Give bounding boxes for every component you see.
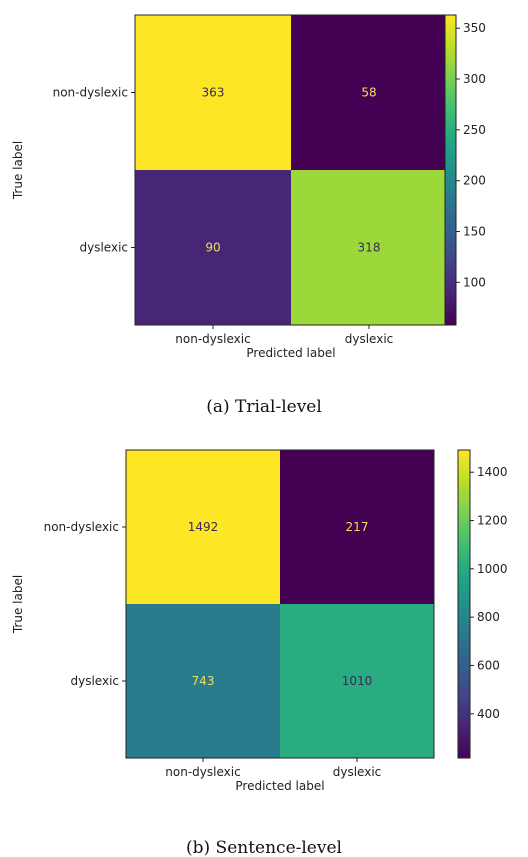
colorbar — [457, 449, 471, 759]
x-tick-label: non-dyslexic — [165, 765, 240, 779]
y-axis-label: True label — [11, 141, 25, 200]
figure-caption: (b) Sentence-level — [186, 838, 342, 857]
x-tick-label: dyslexic — [333, 765, 382, 779]
cell-value-0-1: 217 — [346, 520, 369, 534]
cell-value-1-0: 743 — [192, 674, 215, 688]
cell-1-0 — [135, 170, 291, 325]
y-tick-label: non-dyslexic — [44, 520, 119, 534]
cell-0-1 — [280, 450, 434, 604]
colorbar-tick-label: 150 — [463, 224, 486, 238]
cell-value-1-1: 318 — [358, 241, 381, 255]
cell-value-1-1: 1010 — [342, 674, 373, 688]
cell-1-1 — [280, 604, 434, 758]
colorbar-tick-label: 300 — [463, 72, 486, 86]
plot-frame — [125, 449, 435, 759]
x-axis-label: Predicted label — [235, 779, 324, 793]
colorbar — [444, 14, 457, 326]
x-tick-label: dyslexic — [345, 332, 394, 346]
colorbar-tick-label: 600 — [477, 658, 500, 672]
y-tick-label: non-dyslexic — [53, 86, 128, 100]
cell-0-0 — [126, 450, 280, 604]
cell-0-1 — [291, 15, 447, 170]
colorbar-tick-label: 800 — [477, 610, 500, 624]
colorbar-tick-label: 1000 — [477, 562, 508, 576]
colorbar-tick-label: 1200 — [477, 514, 508, 528]
y-axis-label: True label — [11, 575, 25, 634]
confusion-matrix-trial: 363 58 90 318 non-dyslexic dyslexic non-dyslex… — [11, 14, 486, 417]
cell-0-0 — [135, 15, 291, 170]
colorbar-tick-label: 350 — [463, 21, 486, 35]
y-tick-label: dyslexic — [79, 241, 128, 255]
cell-value-0-0: 1492 — [188, 520, 219, 534]
x-axis-label: Predicted label — [246, 346, 335, 360]
x-tick-label: non-dyslexic — [175, 332, 250, 346]
colorbar-tick-label: 400 — [477, 707, 500, 721]
cell-value-0-1: 58 — [361, 86, 376, 100]
cell-1-1 — [291, 170, 447, 325]
colorbar-tick-label: 1400 — [477, 465, 508, 479]
cell-value-0-0: 363 — [202, 86, 225, 100]
colorbar-tick-label: 250 — [463, 123, 486, 137]
cell-1-0 — [126, 604, 280, 758]
colorbar-tick-label: 100 — [463, 275, 486, 289]
colorbar-tick-label: 200 — [463, 174, 486, 188]
confusion-matrix-sentence: 1492 217 743 1010 non-dyslexic dyslexic non-dy… — [11, 449, 508, 857]
cell-value-1-0: 90 — [205, 241, 220, 255]
y-tick-label: dyslexic — [70, 674, 119, 688]
figure-caption: (a) Trial-level — [206, 397, 322, 417]
